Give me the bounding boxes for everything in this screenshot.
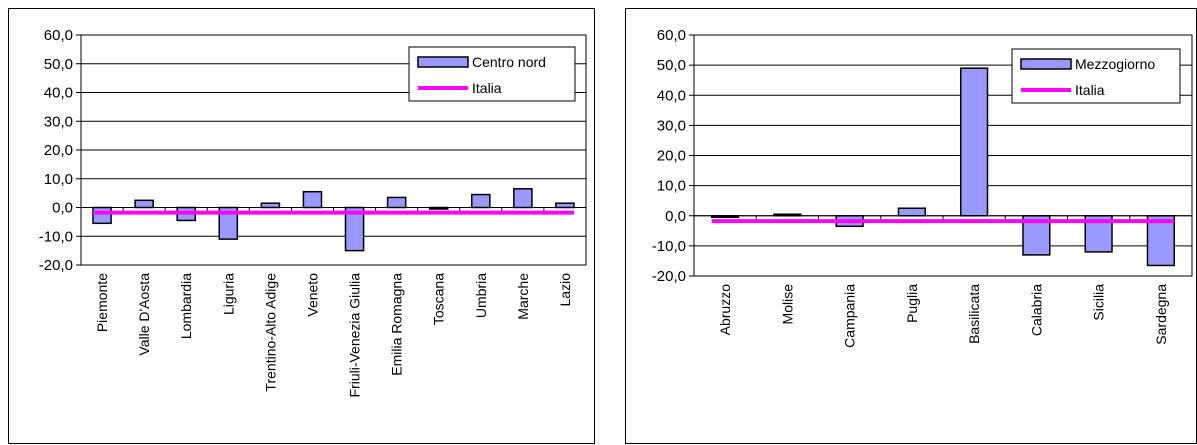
legend-swatch-bar (1020, 58, 1072, 70)
category-label: Basilicata (966, 284, 982, 344)
category-label: Marche (515, 273, 531, 320)
chart-panel-mezzogiorno: 60,0 50,0 40,0 30,0 20,0 10,0 0,0 -10,0 -20,0 Abr… (625, 8, 1197, 444)
bar-centro-nord (470, 193, 491, 209)
y-tick-label: 40,0 (44, 85, 73, 102)
y-tick-label: 20,0 (657, 148, 686, 165)
chart-svg-centro-nord: 60,0 50,0 40,0 30,0 20,0 10,0 0,0 -10,0 -20,0 Pie… (39, 27, 587, 398)
bar-centro-nord (513, 188, 533, 209)
y-tick-label: -20,0 (39, 257, 73, 274)
bar-centro-nord (134, 199, 154, 209)
category-label: Toscana (431, 273, 447, 325)
category-label: Lombardia (178, 273, 194, 339)
y-tick-label: 10,0 (657, 178, 686, 195)
y-tick-label: 60,0 (657, 27, 686, 44)
bar-mezzogiorno (959, 67, 989, 217)
category-label: Valle D'Aosta (136, 273, 152, 356)
legend-box (1011, 48, 1181, 104)
bar-centro-nord (302, 190, 323, 209)
y-tick-label: 30,0 (657, 117, 686, 134)
bar-centro-nord (92, 206, 112, 225)
category-label: Sicilia (1091, 284, 1107, 321)
legend-box (408, 46, 576, 102)
category-label: Friuli-Venezia Giulia (347, 273, 363, 398)
y-tick-label: 0,0 (52, 200, 73, 217)
category-label: Puglia (904, 284, 920, 323)
category-label: Abruzzo (717, 284, 733, 336)
bar-mezzogiorno (897, 207, 927, 217)
bar-centro-nord (386, 196, 407, 209)
category-label: Umbria (473, 273, 489, 318)
category-label: Liguria (220, 273, 236, 315)
category-label: Molise (779, 284, 795, 325)
category-label: Lazio (557, 273, 573, 307)
y-tick-label: 60,0 (44, 27, 73, 44)
y-tick-label: -10,0 (652, 238, 686, 255)
legend-swatch-bar (417, 56, 469, 68)
category-label: Campania (842, 284, 858, 348)
category-label: Emilia Romagna (389, 273, 405, 376)
legend-label-line: Italia (1075, 82, 1105, 98)
bar-centro-nord (260, 202, 281, 209)
y-tick-label: -20,0 (652, 268, 686, 285)
category-label: Trentino-Alto Adige (262, 273, 278, 392)
legend-label-bar: Mezzogiorno (1075, 56, 1155, 72)
bar-mezzogiorno (1146, 215, 1176, 267)
y-tick-label: 10,0 (44, 171, 73, 188)
bar-centro-nord (555, 202, 575, 209)
category-label: Sardegna (1153, 284, 1169, 345)
y-tick-label: 0,0 (665, 208, 686, 225)
category-label: Veneto (304, 273, 320, 317)
legend-label-line: Italia (472, 80, 502, 96)
y-tick-label: 20,0 (44, 142, 73, 159)
y-tick-label: 30,0 (44, 113, 73, 130)
y-tick-label: 50,0 (657, 57, 686, 74)
y-tick-label: 40,0 (657, 87, 686, 104)
category-label: Piemonte (94, 273, 110, 332)
chart-panel-centro-nord: 60,0 50,0 40,0 30,0 20,0 10,0 0,0 -10,0 -20,0 Pie… (8, 8, 595, 444)
y-tick-label: -10,0 (39, 228, 73, 245)
legend-label-bar: Centro nord (472, 54, 546, 70)
chart-svg-mezzogiorno: 60,0 50,0 40,0 30,0 20,0 10,0 0,0 -10,0 -20,0 Abr… (652, 27, 1193, 348)
category-label: Calabria (1028, 284, 1044, 336)
y-tick-label: 50,0 (44, 56, 73, 73)
